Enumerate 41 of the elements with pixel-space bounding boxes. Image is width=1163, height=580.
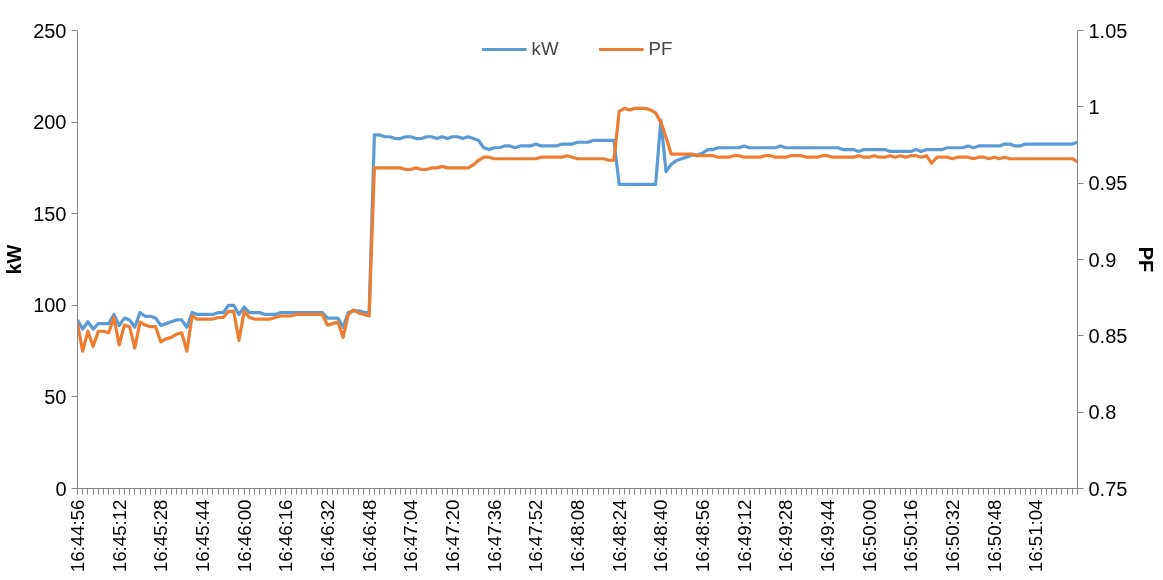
x-tick-label: 16:49:44: [817, 499, 838, 573]
x-tick-label: 16:50:00: [858, 499, 880, 573]
x-tick-label: 16:48:40: [650, 499, 672, 573]
x-tick-label: 16:48:56: [692, 499, 713, 573]
x-tick-label: 16:47:52: [525, 499, 547, 573]
y-tick-label: 150: [33, 202, 67, 225]
y2-tick-label: 0.95: [1088, 172, 1128, 195]
x-tick-label: 16:47:20: [442, 499, 463, 573]
y-tick-label: 250: [33, 19, 67, 42]
y2-tick-label: 0.9: [1088, 248, 1117, 271]
legend-label: PF: [648, 38, 673, 60]
x-tick-label: 16:51:04: [1025, 499, 1047, 573]
x-tick-label: 16:48:08: [567, 499, 588, 573]
x-tick-label: 16:50:48: [983, 499, 1005, 573]
y-tick-label: 200: [33, 111, 67, 134]
y2-tick-label: 0.75: [1088, 477, 1128, 500]
y2-tick-label: 1.05: [1088, 19, 1128, 42]
y2-axis-title: PF: [1135, 246, 1158, 273]
y-tick-label: 100: [33, 294, 67, 317]
y-axis-title: kW: [3, 244, 26, 275]
y2-tick-label: 1: [1088, 95, 1100, 118]
x-tick-label: 16:44:56: [67, 499, 88, 573]
x-tick-label: 16:45:12: [108, 499, 130, 573]
x-tick-label: 16:46:16: [275, 499, 297, 573]
x-tick-label: 16:45:28: [150, 499, 172, 573]
x-tick-label: 16:46:00: [233, 499, 255, 573]
x-tick-label: 16:50:32: [942, 499, 963, 573]
x-tick-label: 16:47:04: [400, 499, 422, 573]
x-tick-label: 16:47:36: [483, 499, 505, 573]
x-tick-label: 16:48:24: [608, 499, 630, 573]
x-tick-label: 16:49:28: [775, 499, 797, 573]
legend-label: kW: [531, 38, 559, 60]
x-tick-label: 16:50:16: [900, 499, 922, 573]
x-tick-label: 16:46:32: [317, 499, 338, 573]
x-tick-label: 16:49:12: [733, 499, 755, 573]
y-tick-label: 50: [44, 385, 67, 408]
x-tick-label: 16:45:44: [192, 499, 213, 573]
x-tick-label: 16:46:48: [358, 499, 380, 573]
y2-tick-label: 0.8: [1088, 401, 1117, 424]
y-tick-label: 0: [55, 477, 67, 500]
y2-tick-label: 0.85: [1088, 324, 1128, 347]
